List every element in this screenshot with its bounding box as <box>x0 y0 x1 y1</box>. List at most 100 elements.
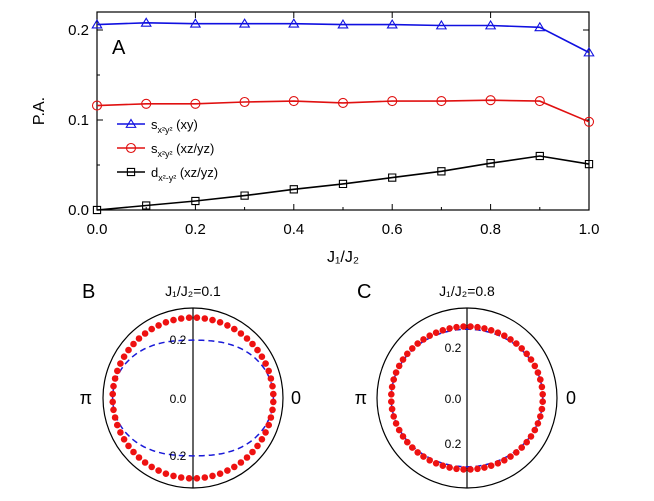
data-dot <box>270 398 277 406</box>
data-dot <box>531 362 539 370</box>
data-point <box>240 191 249 200</box>
data-dot <box>453 323 460 331</box>
data-dot <box>538 383 546 391</box>
x-tick-label: 0.4 <box>283 221 304 238</box>
data-dot <box>243 454 251 461</box>
data-dot <box>262 360 269 367</box>
dots-layer <box>388 323 546 473</box>
data-dot <box>453 465 460 473</box>
svg-text:dx²-y² (xz/yz): dx²-y² (xz/yz) <box>151 165 218 183</box>
data-dot <box>117 360 124 367</box>
data-dot <box>258 353 266 361</box>
series-line <box>96 99 590 123</box>
legend-label: s <box>151 117 158 132</box>
data-dot <box>262 429 269 436</box>
data-dot <box>467 466 474 473</box>
data-dot <box>414 340 422 347</box>
data-dot <box>388 398 395 406</box>
data-point <box>387 96 398 107</box>
radial-center-label: 0.0 <box>445 392 462 406</box>
data-dot <box>399 356 407 363</box>
data-dot <box>193 475 201 482</box>
data-dot <box>114 367 121 375</box>
data-dot <box>125 442 132 450</box>
series-line <box>96 155 590 211</box>
data-dot <box>513 340 520 347</box>
data-dot <box>404 350 411 358</box>
data-point <box>239 96 250 108</box>
data-dot <box>439 462 447 470</box>
data-dot <box>237 459 245 466</box>
legend-label-sub: x²-y² <box>158 173 176 183</box>
data-dot <box>185 475 193 482</box>
data-dot <box>523 438 530 446</box>
radial-center-label: 0.0 <box>170 392 187 406</box>
data-dot <box>501 332 508 340</box>
data-dot <box>446 464 453 471</box>
x-tick-label: 1.0 <box>579 221 600 238</box>
data-dot <box>130 340 137 348</box>
data-dot <box>243 335 251 342</box>
series-layer <box>91 17 595 215</box>
data-dot <box>170 472 177 480</box>
data-dot <box>446 325 453 332</box>
data-dot <box>518 345 525 352</box>
data-dot <box>537 376 544 383</box>
data-point <box>388 173 397 182</box>
data-dot <box>249 340 256 348</box>
dashed-curve <box>111 339 275 457</box>
data-dot <box>404 438 411 446</box>
data-dot <box>507 336 514 343</box>
data-dot <box>501 457 508 464</box>
data-dot <box>395 426 403 434</box>
data-point <box>140 17 152 27</box>
data-point <box>437 167 446 176</box>
data-dot <box>432 460 440 467</box>
data-point <box>91 19 103 29</box>
data-dot <box>135 335 143 342</box>
axis-ticks: 0.0 0.2 0.4 0.6 0.8 1.0 0.0 0.1 0.2 <box>68 12 599 238</box>
series-line <box>96 21 590 54</box>
data-dot <box>538 405 546 413</box>
radial-tick-bottom: 0.2 <box>445 437 462 451</box>
data-dot <box>231 463 238 471</box>
data-dot <box>148 463 155 471</box>
data-dot <box>209 472 216 480</box>
data-point <box>583 116 595 127</box>
data-dot <box>399 433 407 440</box>
data-dot <box>120 436 128 443</box>
series-1 <box>91 95 595 127</box>
data-dot <box>224 467 231 474</box>
data-dot <box>201 474 209 481</box>
radial-tick-bottom: 0.2 <box>170 449 187 463</box>
data-dot <box>392 369 400 376</box>
data-dot <box>539 398 546 406</box>
data-dot <box>110 406 117 414</box>
data-dot <box>148 325 155 333</box>
data-dot <box>426 332 434 340</box>
data-point <box>238 18 251 28</box>
data-dot <box>162 319 170 326</box>
data-dot <box>409 345 416 352</box>
data-dot <box>439 327 447 334</box>
series-0 <box>91 17 595 57</box>
legend-entry-1: sx²y² (xz/yz) <box>117 141 214 159</box>
x-tick-label: 0.6 <box>382 221 403 238</box>
data-point <box>534 21 546 32</box>
dashed-curve-layer <box>111 339 275 457</box>
data-dot <box>487 327 495 334</box>
data-dot <box>170 316 177 324</box>
data-point <box>288 96 299 107</box>
panel-label-c: C <box>357 281 371 303</box>
panel-b: B J₁/J₂=0.1 π 0 0.2 0.0 0.2 <box>80 281 301 489</box>
data-dot <box>487 462 495 470</box>
data-point <box>142 201 151 210</box>
data-dot <box>481 325 488 332</box>
polar-title-c: J₁/J₂=0.8 <box>439 283 495 299</box>
panel-label-b: B <box>82 281 95 303</box>
data-dot <box>109 390 116 398</box>
radial-tick-top: 0.2 <box>445 341 462 355</box>
data-point <box>141 98 152 109</box>
data-dot <box>513 449 520 456</box>
panel-c: C J₁/J₂=0.8 π 0 0.2 0.0 0.2 <box>355 281 576 489</box>
